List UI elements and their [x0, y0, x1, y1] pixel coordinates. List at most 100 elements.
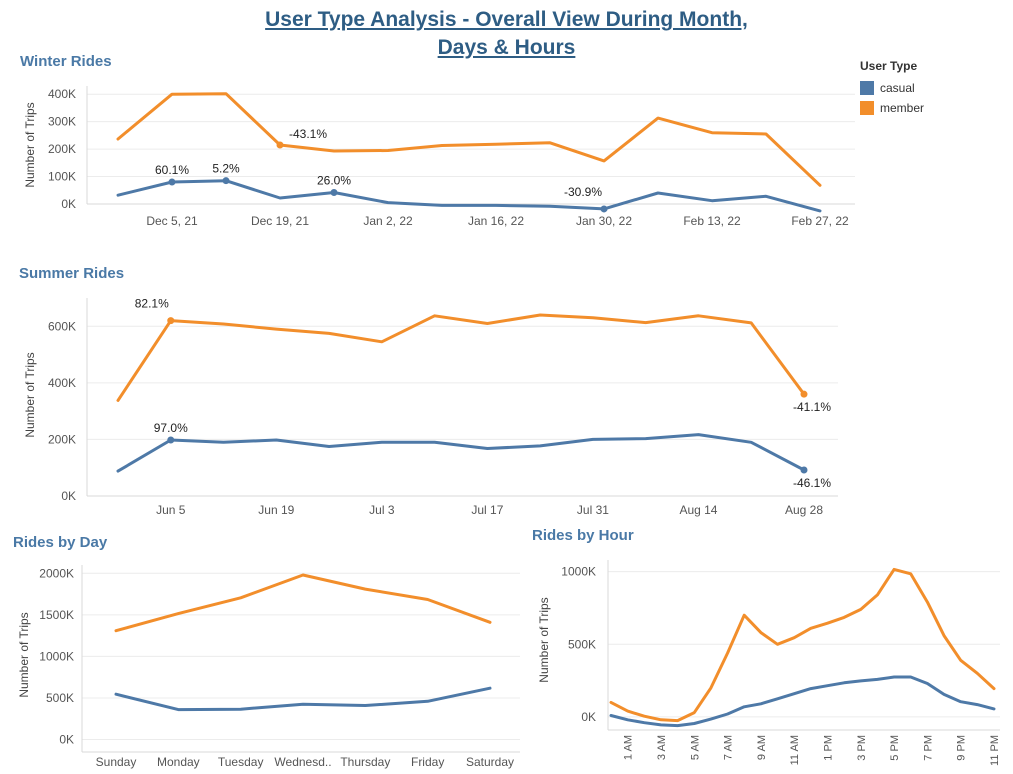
hour-x-tick-label: 9 PM — [956, 735, 968, 761]
summer-x-tick-label: Jul 31 — [577, 503, 609, 517]
summer-y-tick-label: 0K — [61, 489, 76, 503]
winter-y-tick-label: 100K — [48, 170, 76, 184]
winter-annotation-label: 60.1% — [155, 163, 189, 177]
day-x-tick-label: Tuesday — [218, 755, 264, 769]
day-y-tick-label: 500K — [46, 691, 74, 705]
hour-y-axis-title: Number of Trips — [537, 597, 551, 682]
hour-x-tick-label: 11 PM — [989, 735, 1001, 766]
hour-x-tick-label: 7 AM — [723, 735, 735, 760]
summer-annotation-label: 97.0% — [154, 421, 188, 435]
day-x-tick-label: Saturday — [466, 755, 514, 769]
day-line-member — [114, 573, 492, 633]
summer-x-tick-label: Aug 14 — [679, 503, 717, 517]
winter-x-tick-label: Dec 5, 21 — [146, 214, 198, 228]
winter-annotation-label: -43.1% — [289, 127, 327, 141]
winter-x-tick-label: Jan 16, 22 — [468, 214, 524, 228]
winter-x-tick-label: Jan 2, 22 — [363, 214, 413, 228]
day-x-tick-label: Wednesd.. — [274, 755, 331, 769]
day-x-tick-label: Monday — [157, 755, 200, 769]
day-x-tick-label: Friday — [411, 755, 444, 769]
summer-chart-group: 0K 200K 400K 600K Number of Trips Jun 5 Jun 19… — [23, 297, 838, 517]
hour-section-title: Rides by Hour — [532, 527, 634, 544]
hour-y-tick-label: 500K — [568, 637, 596, 651]
winter-x-tick-label: Jan 30, 22 — [576, 214, 632, 228]
day-section-title: Rides by Day — [13, 534, 108, 551]
legend-title: User Type — [860, 59, 918, 73]
day-y-tick-label: 2000K — [39, 566, 74, 580]
winter-annotation-marker — [600, 205, 608, 213]
winter-chart-group: 0K 100K 200K 300K 400K Number of Trips Dec 5, … — [23, 86, 855, 228]
day-line-casual — [114, 686, 492, 712]
dashboard-title: User Type Analysis - Overall View During… — [0, 6, 1013, 62]
title-line-2: Days & Hours — [437, 36, 576, 59]
summer-annotation-label: -46.1% — [793, 476, 831, 490]
summer-annotation-marker — [167, 436, 175, 444]
summer-x-tick-label: Jul 3 — [369, 503, 395, 517]
summer-x-tick-label: Jul 17 — [471, 503, 503, 517]
day-x-tick-label: Thursday — [340, 755, 390, 769]
winter-x-tick-label: Feb 27, 22 — [791, 214, 849, 228]
hour-x-tick-label: 3 AM — [656, 735, 668, 760]
summer-x-tick-label: Aug 28 — [785, 503, 823, 517]
winter-x-tick-label: Dec 19, 21 — [251, 214, 309, 228]
winter-y-tick-label: 200K — [48, 142, 76, 156]
day-chart-group: 0K 500K 1000K 1500K 2000K Number of Trips Sund… — [17, 565, 520, 769]
summer-annotation-marker — [800, 390, 808, 398]
hour-line-casual — [609, 675, 996, 728]
winter-section-title: Winter Rides — [20, 53, 112, 70]
hour-line-member — [609, 567, 996, 723]
summer-y-axis-title: Number of Trips — [23, 352, 37, 437]
day-y-tick-label: 1000K — [39, 649, 74, 663]
winter-annotation-label: 5.2% — [212, 162, 240, 176]
summer-annotation-marker — [800, 466, 808, 474]
legend-label-member: member — [880, 101, 925, 115]
day-y-tick-label: 0K — [59, 733, 74, 747]
winter-y-tick-label: 300K — [48, 115, 76, 129]
title-line-1: User Type Analysis - Overall View During… — [265, 8, 748, 31]
hour-x-tick-label: 9 AM — [756, 735, 768, 760]
summer-section-title: Summer Rides — [19, 265, 125, 282]
hour-x-tick-label: 7 PM — [922, 735, 934, 761]
winter-annotation-label: 26.0% — [317, 173, 351, 187]
hour-x-tick-label: 5 AM — [689, 735, 701, 760]
summer-annotation-marker — [167, 317, 175, 325]
winter-line-member — [116, 92, 822, 187]
winter-line-casual — [116, 179, 822, 213]
summer-y-tick-label: 400K — [48, 376, 76, 390]
legend-item-member[interactable]: member — [860, 98, 924, 118]
summer-x-tick-label: Jun 19 — [258, 503, 294, 517]
winter-annotation-marker — [276, 141, 284, 149]
hour-x-tick-label: 11 AM — [789, 735, 801, 765]
winter-annotation-marker — [168, 178, 176, 186]
winter-annotation-marker — [222, 177, 230, 185]
day-x-tick-label: Sunday — [96, 755, 137, 769]
hour-y-tick-label: 0K — [581, 710, 596, 724]
summer-y-tick-label: 200K — [48, 432, 76, 446]
winter-y-tick-label: 400K — [48, 87, 76, 101]
day-y-axis-title: Number of Trips — [17, 612, 31, 697]
summer-annotation-label: 82.1% — [135, 297, 169, 311]
legend-swatch-member — [860, 101, 874, 115]
summer-annotation-label: -41.1% — [793, 400, 831, 414]
summer-x-tick-label: Jun 5 — [156, 503, 186, 517]
legend-swatch-casual — [860, 81, 874, 95]
user-type-legend: User Type casual member — [860, 59, 924, 118]
day-y-tick-label: 1500K — [39, 608, 74, 622]
winter-y-axis-title: Number of Trips — [23, 102, 37, 187]
hour-x-tick-label: 1 PM — [822, 735, 834, 761]
hour-y-tick-label: 1000K — [561, 565, 596, 579]
hour-x-tick-label: 3 PM — [856, 735, 868, 761]
legend-item-casual[interactable]: casual — [860, 78, 924, 98]
hour-x-tick-label: 1 AM — [623, 735, 635, 760]
winter-x-tick-label: Feb 13, 22 — [683, 214, 741, 228]
winter-annotation-marker — [330, 188, 338, 196]
summer-y-tick-label: 600K — [48, 319, 76, 333]
summer-line-casual — [116, 433, 806, 473]
winter-y-tick-label: 0K — [61, 197, 76, 211]
legend-label-casual: casual — [880, 81, 915, 95]
winter-annotation-label: -30.9% — [564, 185, 602, 199]
summer-line-member — [116, 313, 806, 402]
hour-x-tick-label: 5 PM — [889, 735, 901, 761]
hour-chart-group: 0K 500K 1000K Number of Trips 1 AM 3 AM 5 AM 7 … — [537, 560, 1001, 766]
